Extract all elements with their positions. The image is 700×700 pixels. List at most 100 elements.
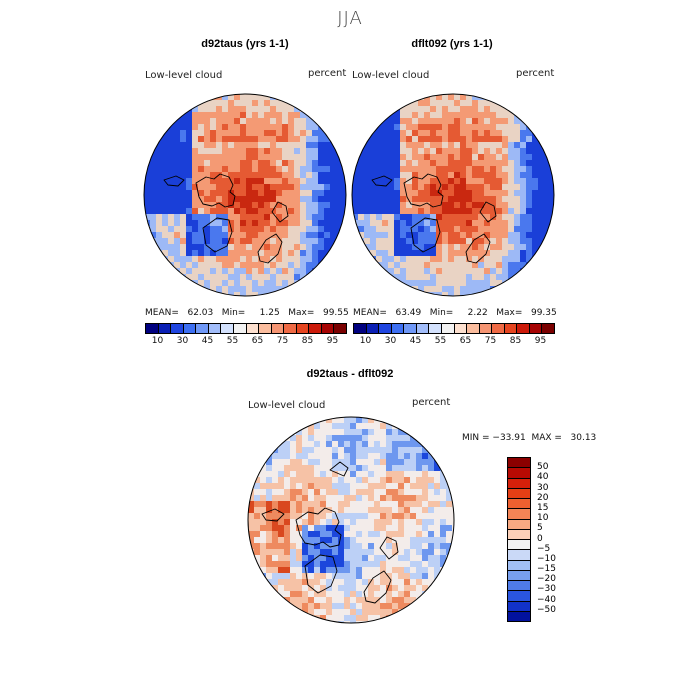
colorbar-swatch	[246, 324, 260, 333]
panel-1-variable-label: Low-level cloud	[145, 70, 223, 81]
panel-3-variable-label: Low-level cloud	[248, 400, 326, 411]
panel-3-units-label: percent	[412, 397, 451, 408]
colorbar-panel-1-labels: 10 30 45 55 65 75 85 95	[145, 336, 347, 348]
colorbar-tick-label: 15	[537, 502, 549, 513]
colorbar-swatch	[171, 324, 184, 333]
colorbar-swatch	[391, 324, 405, 333]
colorbar-swatch	[508, 529, 530, 540]
colorbar-swatch	[309, 324, 322, 333]
panel-3-stats: MIN = −33.91 MAX = 30.13	[462, 433, 597, 443]
colorbar-swatch	[321, 324, 335, 333]
colorbar-swatch	[508, 570, 530, 581]
colorbar-swatch	[492, 324, 505, 333]
colorbar-swatch	[508, 488, 530, 499]
colorbar-tick-label: 30	[384, 336, 397, 346]
colorbar-difference	[507, 457, 531, 622]
colorbar-swatch	[379, 324, 392, 333]
colorbar-swatch	[508, 581, 530, 592]
colorbar-tick-label: 95	[326, 336, 339, 346]
colorbar-swatch	[508, 591, 530, 602]
colorbar-tick-label: 85	[301, 336, 314, 346]
colorbar-swatch	[233, 324, 247, 333]
colorbar-panel-2-labels: 10 30 45 55 65 75 85 95	[353, 336, 555, 348]
colorbar-swatch	[146, 324, 159, 333]
colorbar-swatch	[404, 324, 417, 333]
colorbar-swatch	[334, 324, 346, 333]
colorbar-tick-label: 85	[509, 336, 522, 346]
panel-2-variable-label: Low-level cloud	[352, 70, 430, 81]
colorbar-swatch	[429, 324, 442, 333]
panel-1-units-label: percent	[308, 68, 347, 79]
colorbar-panel-2	[353, 323, 555, 334]
colorbar-tick-label: 55	[434, 336, 447, 346]
colorbar-swatch	[508, 611, 530, 621]
colorbar-swatch	[508, 550, 530, 561]
colorbar-tick-label: 10	[151, 336, 164, 346]
colorbar-tick-label: 65	[251, 336, 264, 346]
colorbar-tick-label: 65	[459, 336, 472, 346]
map-1-border	[143, 93, 347, 297]
colorbar-swatch	[183, 324, 197, 333]
colorbar-swatch	[271, 324, 285, 333]
colorbar-tick-label: 75	[276, 336, 289, 346]
panel-2-title: dflt092 (yrs 1-1)	[411, 38, 493, 50]
colorbar-swatch	[454, 324, 468, 333]
colorbar-tick-label: −20	[537, 574, 556, 585]
colorbar-swatch	[508, 540, 530, 551]
colorbar-tick-label: −15	[537, 564, 556, 575]
colorbar-swatch	[467, 324, 480, 333]
panel-2-stats: MEAN= 63.49 Min= 2.22 Max= 99.35	[353, 308, 557, 318]
colorbar-swatch	[221, 324, 234, 333]
colorbar-tick-label: 45	[409, 336, 422, 346]
coastline-2	[371, 173, 497, 264]
colorbar-tick-label: 10	[537, 513, 549, 524]
colorbar-tick-label: −10	[537, 553, 556, 564]
colorbar-swatch	[508, 601, 530, 612]
colorbar-swatch	[508, 509, 530, 520]
colorbar-swatch	[508, 560, 530, 571]
colorbar-swatch	[508, 458, 530, 469]
coastline-3	[261, 461, 399, 604]
colorbar-tick-label: 30	[176, 336, 189, 346]
colorbar-tick-label: 55	[226, 336, 239, 346]
colorbar-tick-label: −30	[537, 584, 556, 595]
colorbar-tick-label: 75	[484, 336, 497, 346]
colorbar-panel-1	[145, 323, 347, 334]
map-2-border	[351, 93, 555, 297]
panel-1-title: d92taus (yrs 1-1)	[201, 38, 289, 50]
figure-title: JJA	[337, 8, 363, 29]
panel-1-stats: MEAN= 62.03 Min= 1.25 Max= 99.55	[145, 308, 349, 318]
colorbar-swatch	[416, 324, 430, 333]
colorbar-swatch	[517, 324, 530, 333]
colorbar-swatch	[504, 324, 518, 333]
colorbar-swatch	[196, 324, 209, 333]
colorbar-swatch	[259, 324, 272, 333]
colorbar-tick-label: −5	[537, 543, 551, 554]
panel-3-title: d92taus - dflt092	[306, 368, 394, 380]
colorbar-tick-label: 0	[537, 533, 543, 544]
colorbar-tick-label: 20	[537, 492, 549, 503]
colorbar-swatch	[542, 324, 554, 333]
colorbar-swatch	[284, 324, 297, 333]
colorbar-swatch	[508, 468, 530, 479]
colorbar-tick-label: 95	[534, 336, 547, 346]
colorbar-difference-labels: 50 40 30 20 15 10 5 0 −5 −10 −15 −20 −30 −40 −50	[537, 457, 567, 622]
colorbar-swatch	[354, 324, 367, 333]
colorbar-swatch	[158, 324, 172, 333]
colorbar-swatch	[208, 324, 222, 333]
coastline-1	[163, 173, 289, 264]
colorbar-tick-label: 5	[537, 523, 543, 534]
panel-2-units-label: percent	[516, 68, 555, 79]
colorbar-swatch	[529, 324, 543, 333]
colorbar-tick-label: 30	[537, 482, 549, 493]
map-3-border	[247, 416, 455, 624]
colorbar-swatch	[366, 324, 380, 333]
colorbar-tick-label: 50	[537, 462, 549, 473]
colorbar-swatch	[479, 324, 493, 333]
colorbar-swatch	[508, 519, 530, 530]
colorbar-tick-label: 40	[537, 472, 549, 483]
colorbar-tick-label: 10	[359, 336, 372, 346]
colorbar-swatch	[296, 324, 310, 333]
map-difference	[248, 417, 454, 623]
